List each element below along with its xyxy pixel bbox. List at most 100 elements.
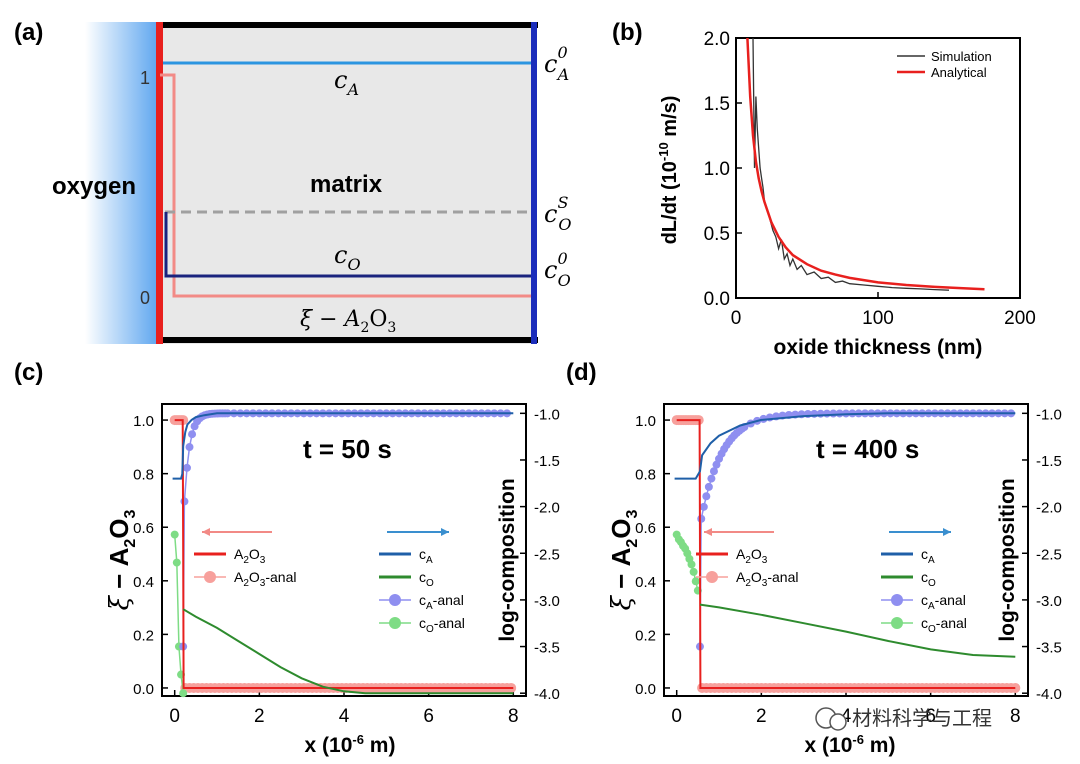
c-cA-anal-point — [188, 430, 197, 439]
c-legend-label: cO-anal — [419, 615, 465, 635]
d-cO-anal-line — [676, 534, 699, 591]
b-ytick-label: 1.5 — [704, 94, 730, 115]
c-xtick-label: 4 — [339, 706, 350, 727]
c-right-axis-arrowhead — [441, 528, 449, 536]
c-ytick-right-label: -1.5 — [534, 453, 560, 470]
b-xlabel: oxide thickness (nm) — [774, 336, 983, 359]
d-cA-anal-point — [699, 502, 708, 511]
cA-label: cA — [334, 66, 359, 99]
c-legend-label: cA-anal — [419, 592, 464, 612]
c-cO-anal-line — [173, 534, 184, 694]
b-series-simulation — [752, 37, 950, 291]
d-xlabel: x (10-6 m) — [805, 732, 896, 757]
c-ytick-left-label: 1.0 — [133, 413, 154, 430]
d-ytick-left-label: 0.0 — [635, 681, 656, 698]
c-ytick-left-label: 0.2 — [133, 627, 154, 644]
c-xtick-label: 8 — [508, 706, 519, 727]
b-ylabel: dL/dt (10-10 m/s) — [656, 96, 681, 245]
d-ytick-right-label: -3.0 — [1036, 593, 1062, 610]
d-ytick-right-label: -2.0 — [1036, 500, 1062, 517]
c-legend-marker — [389, 617, 401, 629]
d-legend-label: A2O3 — [736, 546, 768, 566]
b-ytick-label: 1.0 — [704, 159, 730, 180]
cO-line — [164, 212, 531, 278]
d-time-label: t = 400 s — [816, 434, 919, 464]
panel-d-label: (d) — [566, 359, 597, 386]
xi-label: ξ − A2O3 — [300, 307, 396, 336]
panel-a-label: (a) — [14, 19, 43, 46]
c-legend-label: cA — [419, 546, 433, 566]
d-ylabel-left: ξ − A2O3 — [606, 510, 641, 611]
d-legend-label: cO — [921, 569, 936, 589]
c-ytick-left-label: 0.4 — [133, 574, 154, 591]
d-xtick-label: 6 — [925, 706, 936, 727]
d-ytick-right-label: -3.5 — [1036, 640, 1062, 657]
d-ytick-left-label: 0.8 — [635, 467, 656, 484]
c-xtick-label: 2 — [254, 706, 265, 727]
d-legend-marker — [891, 617, 903, 629]
d-legend-label: cA — [921, 546, 935, 566]
d-ytick-left-label: 1.0 — [635, 413, 656, 430]
c-time-label: t = 50 s — [303, 434, 392, 464]
d-a2o3-anal-point — [1010, 682, 1021, 693]
c-ytick-left-label: 0.0 — [133, 681, 154, 698]
d-left-axis-arrowhead — [704, 528, 712, 536]
d-ytick-right-label: -4.0 — [1036, 686, 1062, 703]
c-ylabel-left: ξ − A2O3 — [104, 510, 139, 611]
d-ytick-left-label: 0.4 — [635, 574, 656, 591]
b-ytick-label: 0.5 — [704, 224, 730, 245]
b-series-analytical — [746, 37, 985, 291]
oxygen-region — [85, 22, 160, 344]
d-xtick-label: 4 — [841, 706, 852, 727]
cOS-label: cS O — [544, 193, 572, 234]
c-legend-label: cO — [419, 569, 434, 589]
cA0-label: c0 A — [544, 43, 569, 84]
d-ytick-right-label: -2.5 — [1036, 546, 1062, 563]
c-ytick-right-label: -3.0 — [534, 593, 560, 610]
c-cA-anal-point — [180, 497, 189, 506]
panel-b: (b) 0 100 200 0.0 0.5 1.0 1.5 2.0 Simulation An… — [612, 19, 1036, 359]
d-legend-label: A2O3-anal — [736, 569, 799, 589]
d-xtick-label: 8 — [1010, 706, 1021, 727]
d-cA-anal-point — [702, 492, 711, 501]
d-xtick-label: 0 — [671, 706, 682, 727]
b-xtick-label: 0 — [731, 308, 742, 329]
d-ylabel-right: log-composition — [996, 478, 1019, 641]
c-ytick-right-label: -2.0 — [534, 500, 560, 517]
panel-d: (d) 0 2 4 6 8 0.0 0.2 0.4 0.6 0.8 1.0 -1.0 -1.5 -2.0 -… — [566, 359, 1062, 757]
c-legend-marker — [204, 571, 216, 583]
b-xtick-label: 100 — [862, 308, 894, 329]
oxygen-label: oxygen — [52, 173, 136, 200]
legend-label-analytical: Analytical — [931, 65, 987, 80]
right-border — [531, 22, 537, 344]
d-cA-anal-point — [704, 482, 713, 491]
c-ytick-left-label: 0.6 — [133, 520, 154, 537]
d-legend-label: cA-anal — [921, 592, 966, 612]
tick-0-label: 0 — [140, 288, 150, 308]
d-legend-marker — [891, 594, 903, 606]
xi-profile-line — [160, 73, 531, 298]
matrix-region — [160, 22, 535, 344]
panel-a: (a) 1 0 oxygen matrix cA cO ξ − A2O3 c0 A… — [14, 19, 572, 344]
c-legend-label: A2O3-anal — [234, 569, 297, 589]
c-legend-marker — [389, 594, 401, 606]
c-series-co — [182, 608, 514, 695]
d-series-co — [699, 603, 1016, 658]
c-left-axis-arrowhead — [202, 528, 210, 536]
watermark: 材料科学与工程 — [815, 707, 992, 731]
d-ytick-right-label: -1.0 — [1036, 406, 1062, 423]
c-legend-label: A2O3 — [234, 546, 266, 566]
c-xtick-label: 6 — [423, 706, 434, 727]
wechat-icon-inner — [829, 713, 847, 731]
c-ytick-right-label: -1.0 — [534, 406, 560, 423]
d-cA-anal-point — [707, 474, 716, 483]
c-ylabel-right: log-composition — [496, 478, 519, 641]
d-legend-marker — [706, 571, 718, 583]
interface-line — [156, 22, 163, 344]
legend-label-simulation: Simulation — [931, 49, 992, 64]
d-ytick-left-label: 0.2 — [635, 627, 656, 644]
d-cA-anal-point — [709, 467, 718, 476]
c-cA-anal-point — [185, 443, 194, 452]
c-ytick-right-label: -2.5 — [534, 546, 560, 563]
c-ytick-right-label: -4.0 — [534, 686, 560, 703]
